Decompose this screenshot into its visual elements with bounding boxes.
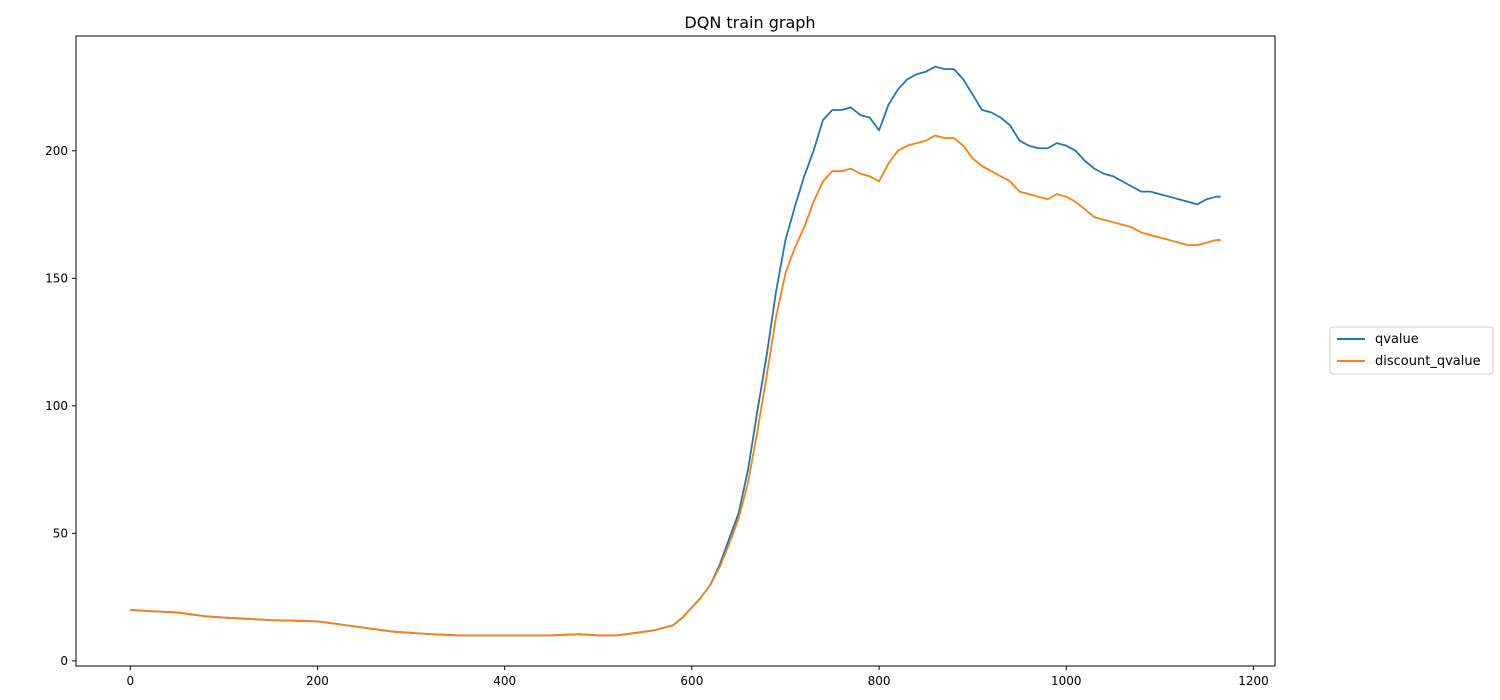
y-tick-label: 100 [45,399,68,413]
x-tick-label: 800 [868,674,891,688]
legend-label-discount-qvalue: discount_qvalue [1375,354,1481,369]
chart-title: DQN train graph [684,13,815,32]
x-tick-label: 400 [493,674,516,688]
plot-area [76,36,1275,666]
legend-label-qvalue: qvalue [1375,332,1419,347]
x-tick-label: 600 [680,674,703,688]
x-axis: 0 200 400 600 800 1000 1200 [126,666,1269,688]
x-tick-label: 0 [126,674,134,688]
x-tick-label: 1200 [1238,674,1269,688]
legend-box [1329,326,1494,375]
legend: qvalue discount_qvalue [1329,326,1494,375]
x-tick-label: 200 [306,674,329,688]
plot-frame [75,35,1276,667]
y-tick-label: 50 [53,526,68,540]
y-axis: 0 50 100 150 200 [45,144,76,668]
y-tick-label: 150 [45,271,68,285]
series-line-discount-qvalue [130,134,1221,637]
x-tick-label: 1000 [1051,674,1082,688]
series-layer [130,65,1221,637]
y-tick-label: 200 [45,144,68,158]
y-tick-label: 0 [60,654,68,668]
